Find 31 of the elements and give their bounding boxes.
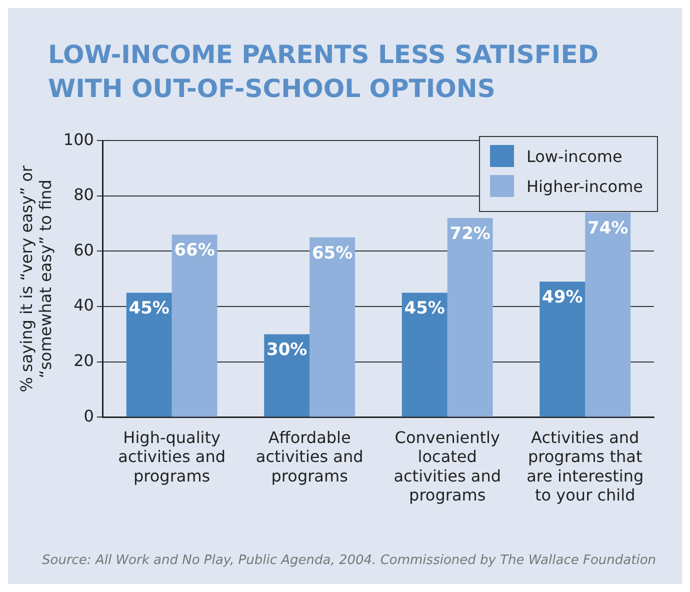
- data-label: 66%: [174, 240, 215, 261]
- bar: [540, 282, 586, 417]
- legend-label: Low-income: [526, 146, 622, 166]
- data-label: 72%: [450, 224, 490, 244]
- y-tick-label: 0: [84, 406, 94, 426]
- y-tick-label: 20: [74, 351, 94, 370]
- data-label: 65%: [312, 243, 353, 264]
- bar: [447, 218, 493, 417]
- y-tick-label: 100: [63, 130, 94, 149]
- bar: [126, 292, 172, 417]
- data-label: 45%: [404, 298, 445, 319]
- bar: [172, 234, 218, 417]
- bar: [310, 237, 356, 417]
- y-tick-label: 80: [74, 185, 94, 204]
- x-tick-label: Affordable activities and programs: [256, 428, 364, 486]
- bar: [402, 292, 448, 417]
- chart-title: LOW-INCOME PARENTS LESS SATISFIED WITH OUT-OF-SCHOOL OPTIONS: [47, 39, 600, 105]
- source-note: Source: All Work and No Play, Public Agenda, 2004. Commissioned by The Wallace Foundation: [42, 553, 656, 568]
- data-label: 30%: [266, 340, 308, 360]
- y-tick-label: 40: [74, 296, 94, 315]
- data-label: 49%: [542, 288, 583, 308]
- x-tick-label: Conveniently located activities and programs: [394, 428, 502, 505]
- legend-label: Higher-income: [526, 176, 643, 196]
- x-tick-label: High-quality activities and programs: [118, 428, 226, 486]
- x-tick-label: Activities and programs that are interesting to your child: [526, 428, 644, 505]
- data-label: 74%: [587, 218, 628, 238]
- bar: [264, 334, 310, 417]
- data-label: 45%: [128, 298, 170, 319]
- y-tick-label: 60: [74, 240, 94, 260]
- y-axis-title: % saying it is “very easy” or “somewhat easy” to find: [16, 165, 55, 392]
- bar: [585, 212, 631, 417]
